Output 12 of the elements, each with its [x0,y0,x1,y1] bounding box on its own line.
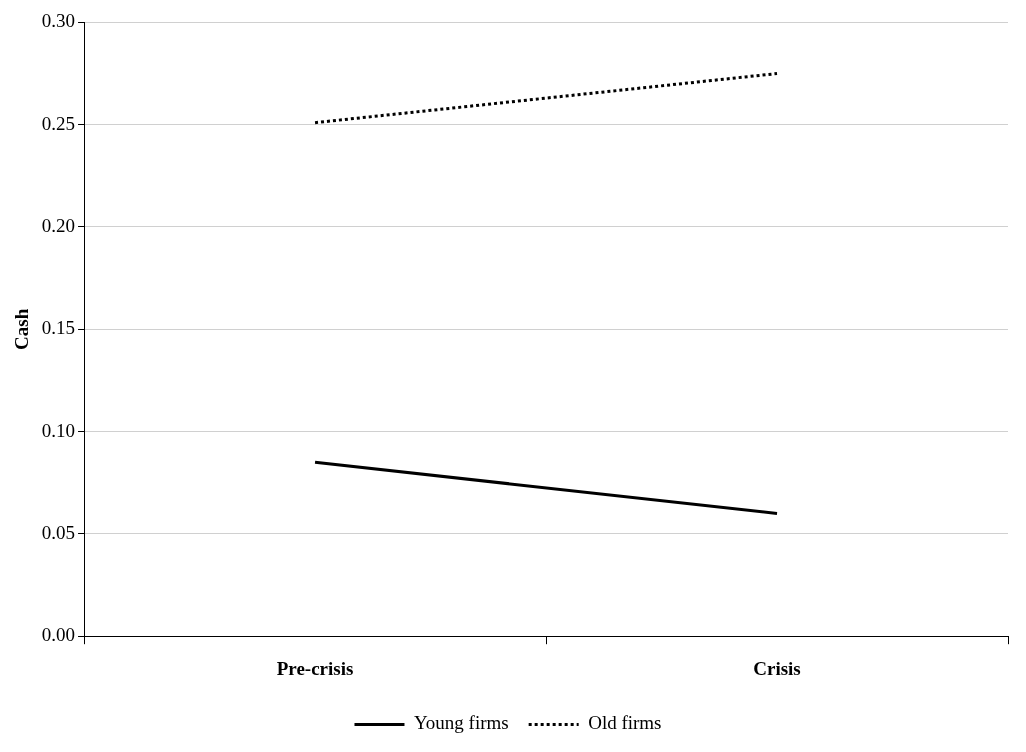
x-tick-label: Crisis [753,657,801,679]
y-tick-label: 0.25 [41,112,76,134]
legend-label: Young firms [413,712,509,734]
y-tick-label: 0.15 [41,317,76,339]
x-tick-label: Pre-crisis [276,657,354,679]
y-tick-label: 0.05 [41,521,76,543]
legend-label: Old firms [588,712,662,734]
y-tick-label: 0.10 [41,419,76,441]
y-tick-label: 0.00 [41,624,76,646]
y-axis-title: Cash [11,308,33,350]
y-tick-label: 0.20 [41,214,76,236]
y-tick-label: 0.30 [41,10,76,32]
